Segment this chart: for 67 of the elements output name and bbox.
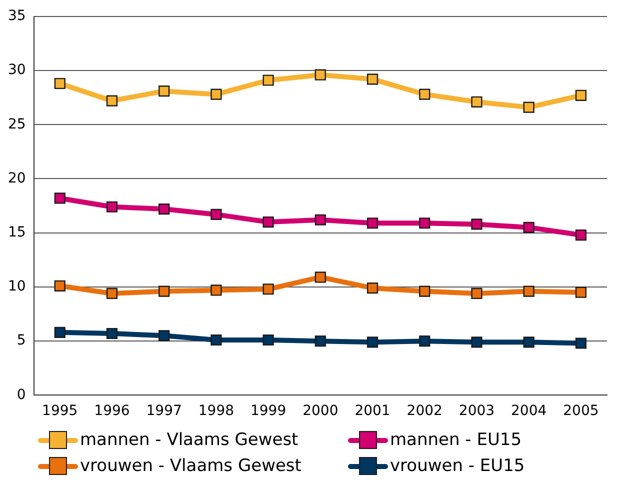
legend-label: mannen - EU15: [390, 430, 522, 450]
point: [54, 280, 66, 292]
x-tick-label: 1995: [42, 403, 78, 420]
point: [366, 218, 378, 229]
y-tick-label: 25: [8, 116, 26, 132]
x-tick-label: 1999: [250, 403, 286, 420]
x-tick-label: 1996: [94, 403, 130, 420]
point: [523, 286, 534, 297]
point: [419, 218, 430, 229]
point: [106, 95, 118, 106]
legend-label: mannen - Vlaams Gewest: [80, 430, 298, 450]
point: [575, 90, 586, 101]
x-tick-label: 2005: [563, 403, 599, 420]
point: [54, 326, 66, 338]
point: [262, 74, 274, 86]
point: [471, 288, 482, 300]
legend-label: vrouwen - EU15: [390, 456, 525, 476]
point: [262, 284, 274, 295]
y-tick-label: 10: [8, 278, 26, 295]
x-tick-label: 2003: [458, 403, 495, 420]
x-tick-label: 2000: [302, 403, 338, 420]
point: [575, 229, 586, 241]
y-tick-label: 30: [8, 62, 26, 78]
y-tick-label: 0: [16, 386, 26, 403]
point: [523, 336, 534, 348]
x-tick-label: 2002: [406, 403, 442, 420]
point: [366, 336, 378, 348]
y-tick-label: 35: [8, 8, 26, 24]
point: [419, 286, 430, 297]
point: [210, 334, 222, 346]
point: [210, 208, 222, 220]
point: [210, 284, 222, 296]
point: [314, 69, 326, 80]
point: [523, 102, 534, 113]
point: [158, 286, 170, 297]
point: [575, 286, 586, 298]
point: [54, 192, 66, 204]
point: [419, 336, 430, 347]
x-tick-label: 1998: [198, 403, 234, 420]
point: [471, 336, 482, 348]
point: [366, 74, 378, 85]
point: [54, 78, 66, 90]
point: [314, 336, 326, 347]
x-tick-label: 1997: [146, 403, 182, 420]
point: [314, 214, 326, 226]
point: [262, 334, 274, 346]
x-tick-label: 2004: [511, 403, 547, 420]
point: [366, 282, 378, 294]
point: [575, 338, 586, 349]
point: [262, 216, 274, 228]
y-tick-label: 15: [8, 224, 26, 240]
point: [106, 288, 118, 300]
y-tick-label: 5: [16, 332, 26, 349]
point: [158, 86, 170, 97]
point: [210, 88, 222, 100]
point: [471, 218, 482, 230]
point: [106, 201, 118, 212]
point: [158, 330, 170, 342]
point: [314, 272, 326, 283]
x-tick-label: 2001: [354, 403, 390, 420]
point: [523, 222, 534, 233]
point: [158, 203, 170, 215]
point: [471, 96, 482, 108]
point: [419, 88, 430, 100]
legend-label: vrouwen - Vlaams Gewest: [80, 456, 302, 476]
point: [106, 328, 118, 340]
y-tick-label: 20: [8, 170, 26, 186]
